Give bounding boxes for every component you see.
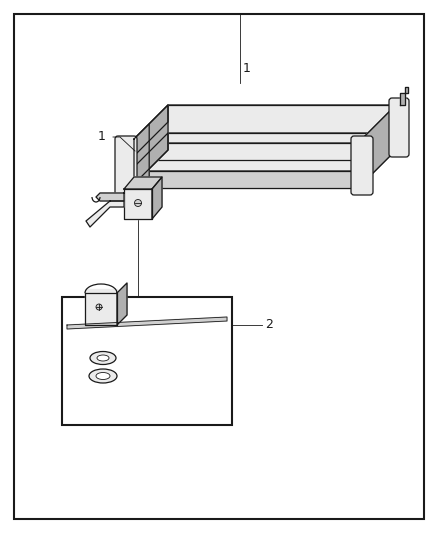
Polygon shape — [358, 133, 396, 188]
Polygon shape — [130, 133, 168, 188]
Polygon shape — [130, 105, 168, 188]
Ellipse shape — [97, 355, 109, 361]
Polygon shape — [152, 177, 162, 219]
FancyBboxPatch shape — [351, 136, 373, 195]
Polygon shape — [85, 293, 117, 325]
Polygon shape — [124, 189, 152, 219]
Polygon shape — [117, 283, 127, 325]
Text: 1: 1 — [243, 61, 251, 75]
Text: 2: 2 — [265, 319, 273, 332]
Ellipse shape — [134, 199, 141, 206]
Polygon shape — [67, 317, 227, 329]
Polygon shape — [124, 177, 162, 189]
Polygon shape — [130, 105, 168, 160]
FancyBboxPatch shape — [389, 98, 409, 157]
Polygon shape — [86, 201, 124, 227]
Polygon shape — [400, 87, 408, 105]
Ellipse shape — [96, 304, 102, 310]
Polygon shape — [134, 124, 149, 192]
Polygon shape — [85, 289, 117, 293]
Polygon shape — [130, 171, 358, 188]
Polygon shape — [358, 105, 396, 188]
Ellipse shape — [96, 373, 110, 379]
Polygon shape — [358, 105, 396, 160]
Polygon shape — [130, 105, 396, 143]
Bar — [62, 297, 232, 425]
Polygon shape — [130, 143, 358, 160]
Polygon shape — [130, 133, 396, 171]
Text: 1: 1 — [98, 131, 106, 143]
Ellipse shape — [90, 351, 116, 365]
FancyBboxPatch shape — [115, 136, 137, 195]
Ellipse shape — [89, 369, 117, 383]
Polygon shape — [96, 193, 124, 201]
